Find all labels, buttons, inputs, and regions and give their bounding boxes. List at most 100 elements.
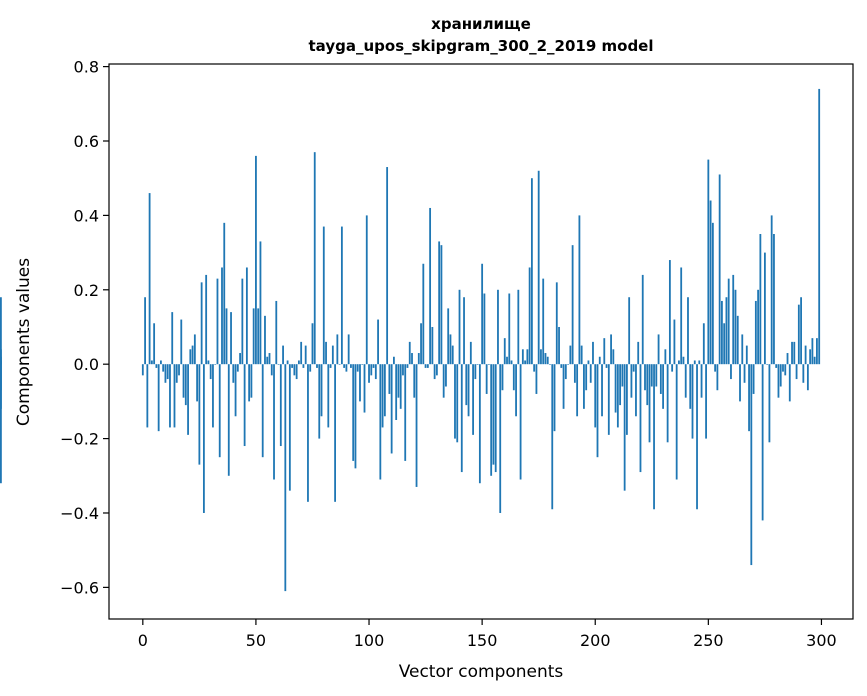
bar-7 — [157, 364, 160, 432]
chart-subtitle: tayga_upos_skipgram_300_2_2019 model — [309, 37, 654, 55]
bar-109 — [388, 364, 391, 394]
bar-69 — [298, 360, 300, 365]
bar-260 — [730, 364, 732, 380]
bar-166 — [517, 289, 520, 365]
x-tick-label: 250 — [693, 631, 724, 650]
bar-40 — [232, 364, 235, 383]
bar-176 — [540, 349, 542, 365]
bar-128 — [431, 326, 434, 365]
bar-93 — [352, 364, 355, 461]
bar-161 — [506, 356, 508, 365]
bar-167 — [519, 364, 522, 480]
bar-120 — [413, 364, 416, 398]
bar-237 — [678, 360, 680, 365]
bar-282 — [779, 364, 782, 387]
bar-283 — [782, 364, 784, 372]
bar-273 — [759, 234, 762, 365]
bar-108 — [386, 167, 389, 365]
bar-121 — [415, 364, 418, 487]
bar-225 — [650, 364, 653, 387]
bar-57 — [270, 364, 273, 376]
bar-105 — [379, 364, 382, 480]
bar-295 — [809, 349, 812, 365]
bar-197 — [587, 360, 590, 365]
bar-174 — [535, 364, 538, 394]
bar-164 — [512, 364, 515, 391]
bar-68 — [295, 364, 298, 380]
bar-187 — [564, 364, 567, 380]
bar-218 — [635, 364, 637, 417]
bar-171 — [528, 267, 531, 365]
bar-64 — [286, 360, 289, 365]
bar-60 — [277, 364, 280, 365]
bar-287 — [791, 341, 793, 365]
bar-162 — [508, 293, 511, 365]
bar-46 — [245, 267, 248, 365]
bar-82 — [327, 364, 330, 428]
bar-293 — [804, 345, 807, 365]
bar-50 — [255, 155, 257, 365]
bar-270 — [752, 364, 755, 394]
bar-170 — [526, 349, 529, 365]
bar-244 — [693, 360, 696, 365]
bar-219 — [637, 341, 640, 365]
bar-87 — [338, 364, 341, 365]
bar-30 — [209, 364, 212, 380]
bar-203 — [601, 364, 603, 417]
bar-15 — [175, 364, 178, 383]
bar-201 — [596, 364, 599, 458]
bar-235 — [673, 319, 676, 365]
bar-202 — [598, 356, 601, 365]
bar-88 — [340, 226, 343, 365]
bar-275 — [763, 252, 766, 365]
bar-212 — [621, 364, 624, 387]
bar-215 — [628, 297, 631, 365]
bar-205 — [605, 364, 608, 368]
bar-262 — [734, 289, 737, 365]
bar-134 — [445, 364, 447, 387]
chart-title: хранилище — [431, 15, 531, 33]
bar-228 — [657, 334, 660, 365]
bar-232 — [666, 364, 669, 443]
bar-253 — [714, 364, 717, 372]
bar-251 — [709, 200, 712, 365]
bar-14 — [173, 364, 176, 428]
bar-229 — [659, 364, 662, 394]
bar-227 — [655, 364, 658, 387]
bar-44 — [241, 278, 244, 365]
bar-6 — [155, 364, 158, 368]
bar-245 — [696, 364, 698, 510]
bar-143 — [465, 364, 468, 406]
bar-48 — [250, 364, 253, 398]
bar-52 — [259, 241, 262, 365]
bar-85 — [334, 364, 336, 502]
bar-259 — [727, 278, 730, 365]
bar-97 — [361, 364, 364, 365]
bar-231 — [664, 349, 667, 365]
plot-frame — [108, 63, 854, 620]
bar-107 — [383, 364, 386, 417]
bar-72 — [304, 345, 307, 365]
bar-297 — [813, 356, 816, 365]
bar-233 — [668, 260, 671, 365]
bar-71 — [302, 364, 305, 368]
bar-79 — [320, 364, 323, 417]
bar-41 — [234, 364, 237, 417]
bar-264 — [739, 364, 741, 402]
y-tick-label: 0.0 — [74, 355, 99, 374]
bar-168 — [521, 349, 524, 365]
bar-33 — [216, 278, 219, 365]
bar-140 — [458, 289, 461, 365]
bar-34 — [218, 364, 221, 458]
bar-132 — [440, 245, 443, 365]
bar-239 — [682, 356, 685, 365]
bar-183 — [555, 282, 558, 365]
bar-43 — [239, 353, 241, 365]
bar-155 — [492, 364, 495, 465]
bar-163 — [510, 360, 513, 365]
bar-194 — [580, 345, 583, 365]
bar-75 — [311, 323, 314, 365]
bar-192 — [576, 364, 579, 417]
bar-65 — [288, 364, 291, 491]
